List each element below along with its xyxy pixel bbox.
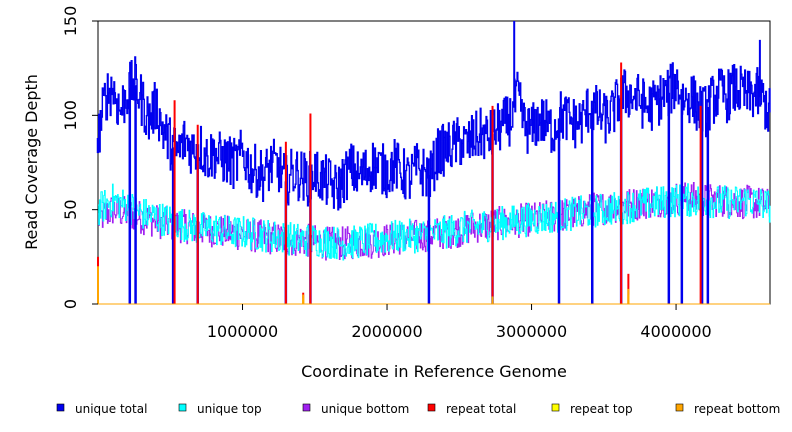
- legend-label: unique top: [197, 402, 262, 416]
- y-tick-label: 50: [61, 199, 80, 219]
- unique-top-line: [98, 183, 771, 261]
- legend-label: unique bottom: [321, 402, 409, 416]
- legend-swatch: [675, 403, 684, 412]
- legend-item-repeat-top: repeat top: [551, 402, 633, 416]
- legend-swatch: [56, 403, 65, 412]
- legend-label: repeat top: [570, 402, 633, 416]
- series-unique-top: [98, 183, 771, 261]
- legend-swatch: [178, 403, 187, 412]
- y-tick-label: 100: [61, 100, 80, 131]
- x-tick-label: 3000000: [496, 322, 567, 341]
- unique-total-line: [98, 56, 771, 211]
- series-repeat-bottom: [97, 266, 770, 305]
- legend-item-unique-total: unique total: [56, 402, 147, 416]
- legend: unique total unique top unique bottom repea…: [56, 402, 780, 416]
- legend-label: repeat bottom: [694, 402, 780, 416]
- x-tick-label: 2000000: [351, 322, 422, 341]
- x-axis-title: Coordinate in Reference Genome: [301, 362, 567, 381]
- y-tick-label: 150: [61, 6, 80, 37]
- series-unique-total: [96, 21, 771, 304]
- legend-swatch: [551, 403, 560, 412]
- legend-swatch: [427, 403, 436, 412]
- x-tick-label: 4000000: [640, 322, 711, 341]
- y-tick-label: 0: [61, 299, 80, 309]
- legend-swatch: [302, 403, 311, 412]
- legend-item-unique-top: unique top: [178, 402, 262, 416]
- unique-bottom-line: [98, 181, 771, 261]
- series-unique-bottom: [98, 181, 771, 261]
- y-axis: 0 50 100 150: [61, 6, 98, 309]
- series-layer: [96, 21, 771, 305]
- x-axis: 1000000 2000000 3000000 4000000: [207, 304, 712, 341]
- legend-label: unique total: [75, 402, 147, 416]
- legend-label: repeat total: [446, 402, 516, 416]
- x-tick-label: 1000000: [207, 322, 278, 341]
- legend-item-repeat-total: repeat total: [427, 402, 516, 416]
- legend-item-unique-bottom: unique bottom: [302, 402, 409, 416]
- y-axis-title: Read Coverage Depth: [22, 74, 41, 250]
- legend-item-repeat-bottom: repeat bottom: [675, 402, 780, 416]
